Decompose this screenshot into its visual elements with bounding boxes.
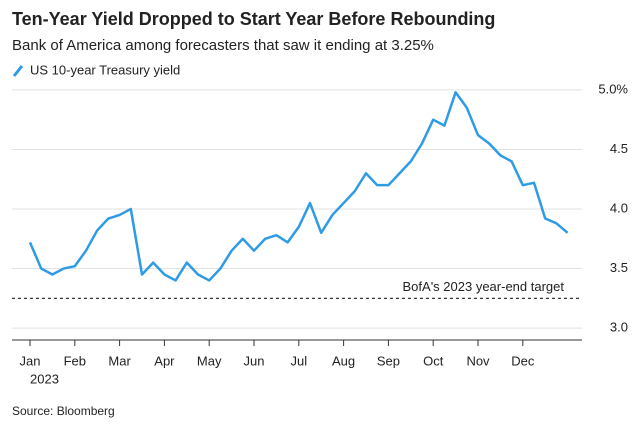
x-tick-label: Nov <box>466 353 490 368</box>
legend-label: US 10-year Treasury yield <box>30 62 180 77</box>
x-tick-label: Jan <box>20 353 41 368</box>
y-tick-label: 5.0% <box>598 81 628 96</box>
x-tick-label: Mar <box>108 353 131 368</box>
x-tick-label: Aug <box>332 353 355 368</box>
source: Source: Bloomberg <box>12 404 115 418</box>
x-tick-label: Jul <box>290 353 307 368</box>
x-tick-label: Sep <box>377 353 400 368</box>
y-tick-label: 3.5 <box>610 260 628 275</box>
y-tick-label: 4.5 <box>610 141 628 156</box>
chart-title: Ten-Year Yield Dropped to Start Year Bef… <box>12 9 495 29</box>
x-tick-label: Dec <box>511 353 535 368</box>
year-label: 2023 <box>30 371 59 386</box>
legend-swatch <box>12 65 24 77</box>
line-series <box>28 91 569 282</box>
target-label: BofA's 2023 year-end target <box>403 279 565 294</box>
y-tick-label: 4.0 <box>610 200 628 215</box>
y-tick-label: 3.0 <box>610 320 628 335</box>
x-tick-label: Feb <box>64 353 86 368</box>
x-tick-label: May <box>197 353 222 368</box>
x-tick-label: Jun <box>244 353 265 368</box>
chart-subtitle: Bank of America among forecasters that s… <box>12 37 434 54</box>
x-tick-label: Oct <box>423 353 444 368</box>
x-tick-label: Apr <box>154 353 175 368</box>
